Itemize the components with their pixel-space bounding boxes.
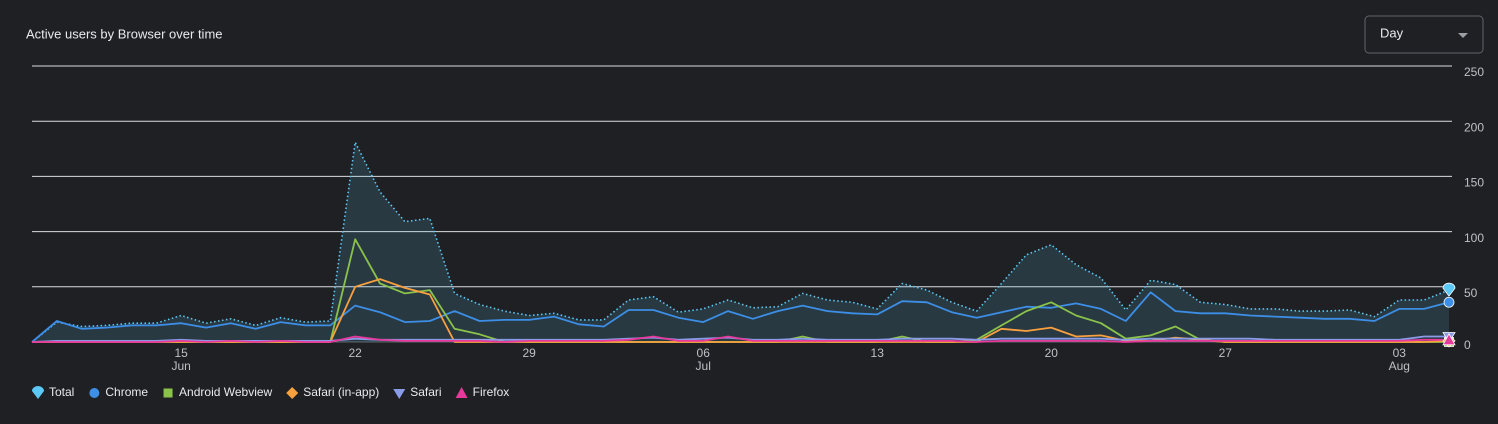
x-tick-label: 27 [1219,346,1233,360]
x-tick-month: Aug [1389,359,1410,373]
x-tick-label: 22 [348,346,362,360]
dropdown-box[interactable] [1364,15,1484,54]
y-tick-label: 250 [1464,65,1484,79]
legend-label: Safari (in-app) [303,385,379,399]
legend-label: Chrome [105,385,148,399]
marker [455,387,468,398]
marker [1442,282,1456,297]
y-tick-label: 100 [1464,231,1484,245]
line [31,291,1450,343]
legend-item[interactable]: Total [32,385,74,399]
marker [89,388,100,398]
marker [393,389,406,399]
dropdown-arrow[interactable] [1458,33,1468,38]
legend-label: Total [49,385,74,399]
y-tick-label: 150 [1464,176,1484,190]
y-tick-label: 200 [1464,120,1484,134]
y-tick-label: 50 [1464,286,1478,300]
line [32,335,1449,343]
legend-item[interactable]: Safari (in-app) [286,385,379,399]
x-tick-month: Jul [696,359,711,373]
legend-label: Firefox [473,385,510,399]
x-tick-label: 20 [1045,346,1059,360]
x-tick-month: Jun [171,359,190,373]
legend-label: Android Webview [179,385,272,399]
area [32,142,1449,342]
chart-title: Active users by Browser over time [26,26,223,41]
marker [32,386,44,399]
legend-item[interactable]: Safari [393,385,442,399]
legend-item[interactable]: Chrome [89,385,148,399]
marker [163,388,173,398]
marker [1443,296,1455,308]
legend-label: Safari [410,385,441,399]
y-tick-label: 0 [1464,338,1471,352]
period-dropdown[interactable]: Day [1364,15,1484,54]
legend-item[interactable]: Firefox [455,385,510,399]
x-tick-label: 15 [174,346,188,360]
legend-item[interactable]: Android Webview [163,385,273,399]
x-tick-label: 03 [1393,346,1407,360]
x-tick-label: 06 [697,346,711,360]
dropdown-label[interactable]: Day [1380,25,1404,40]
x-tick-label: 29 [523,346,537,360]
marker [286,387,299,399]
marker [1442,332,1456,346]
x-tick-label: 13 [871,346,885,360]
